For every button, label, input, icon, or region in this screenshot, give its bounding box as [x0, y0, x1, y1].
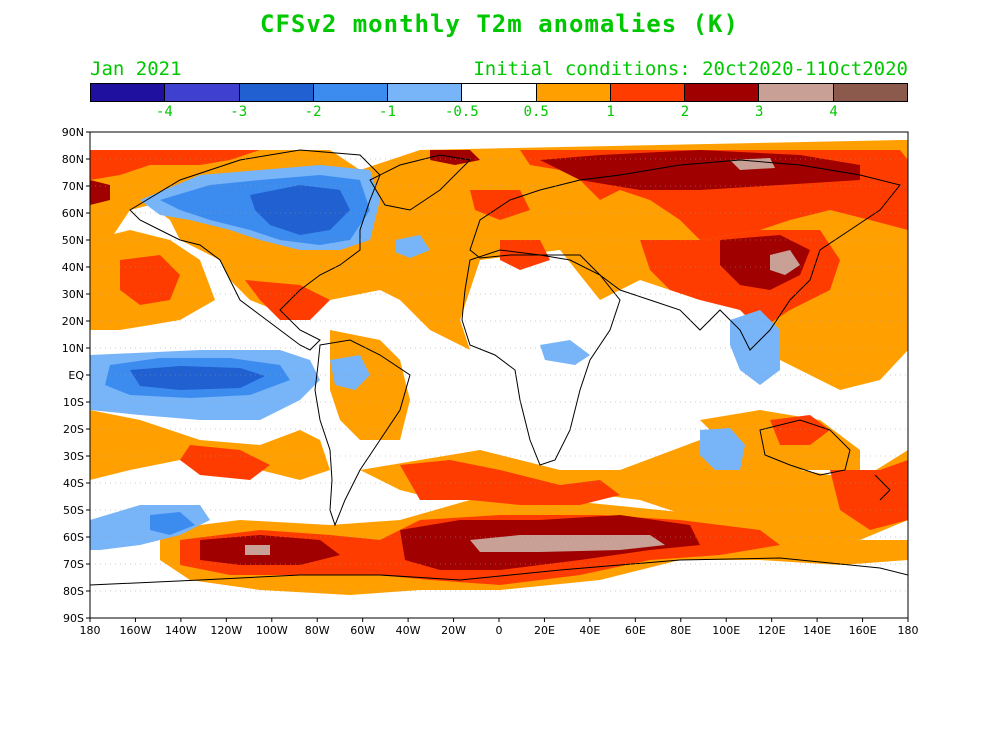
colorbar-labels: -4 -3 -2 -1 -0.5 0.5 1 2 3 4 [90, 104, 908, 122]
lon-tick-label: 40W [396, 624, 421, 637]
colorbar-segment [91, 84, 166, 101]
lon-tick-label: 20E [534, 624, 555, 637]
lat-tick-label: 70S [63, 558, 84, 571]
lat-tick-label: 40N [62, 261, 84, 274]
colorbar-segment [388, 84, 463, 101]
lon-tick-label: 80E [670, 624, 691, 637]
lon-tick-label: 40E [579, 624, 600, 637]
colorbar-tick-label: -4 [155, 104, 173, 120]
colorbar-segment [610, 84, 686, 101]
colorbar-segment [833, 84, 907, 101]
colorbar-segment [313, 84, 389, 101]
lon-tick-label: 100E [712, 624, 740, 637]
latitude-axis: 90N 80N 70N 60N 50N 40N 30N 20N 10N EQ 10S 20S 30S 40… [62, 126, 90, 625]
lon-tick-label: 80W [305, 624, 330, 637]
lat-tick-label: 30N [62, 288, 84, 301]
lon-tick-label: 100W [256, 624, 288, 637]
colorbar-tick-label: -3 [230, 104, 248, 120]
longitude-axis: 180 160W 140W 120W 100W 80W 60W 40W 20W 0 20E 40E 60… [80, 618, 919, 637]
initial-conditions-label: Initial conditions: 20ct2020-11Oct2020 [473, 58, 908, 80]
lat-tick-label: 10S [63, 396, 84, 409]
valid-month-label: Jan 2021 [90, 58, 182, 80]
lon-tick-label: 0 [496, 624, 503, 637]
colorbar-tick-label: -2 [304, 104, 322, 120]
lon-tick-label: 20W [441, 624, 466, 637]
map-area [90, 132, 908, 618]
colorbar-segment [239, 84, 314, 101]
lon-tick-label: 180 [80, 624, 101, 637]
lat-tick-label: 50N [62, 234, 84, 247]
colorbar-segment [165, 84, 240, 101]
lon-tick-label: 160E [849, 624, 877, 637]
lat-tick-label: 80N [62, 153, 84, 166]
lat-tick-label: 90S [63, 612, 84, 625]
colorbar-tick-label: 3 [755, 104, 764, 120]
lat-tick-label: 20S [63, 423, 84, 436]
lon-tick-label: 60W [350, 624, 375, 637]
colorbar-segment [536, 84, 611, 101]
lon-tick-label: 120E [758, 624, 786, 637]
lat-tick-label: 70N [62, 180, 84, 193]
lat-tick-label: 50S [63, 504, 84, 517]
colorbar-tick-label: 1 [606, 104, 615, 120]
colorbar-tick-label: -1 [379, 104, 396, 120]
colorbar-tick-label: -0.5 [444, 104, 479, 120]
coastlines [90, 149, 908, 586]
colorbar-tick-label: 4 [829, 104, 838, 120]
brown-anomaly-regions [245, 158, 800, 555]
colorbar-tick-label: 2 [680, 104, 690, 120]
lat-tick-label: 40S [63, 477, 84, 490]
lon-tick-label: 140W [165, 624, 197, 637]
lat-tick-label: 20N [62, 315, 84, 328]
colorbar [90, 83, 908, 102]
lon-tick-label: 180 [898, 624, 919, 637]
colorbar-segment [462, 84, 537, 101]
colorbar-segment [759, 84, 834, 101]
colorbar-segment [685, 84, 760, 101]
lat-tick-label: 60N [62, 207, 84, 220]
lon-tick-label: 60E [625, 624, 646, 637]
lat-tick-label: 30S [63, 450, 84, 463]
lon-tick-label: 160W [120, 624, 152, 637]
colorbar-tick-label: 0.5 [523, 104, 549, 120]
map-title: CFSv2 monthly T2m anomalies (K) [260, 10, 739, 38]
lat-tick-label: 60S [63, 531, 84, 544]
lat-tick-label: 80S [63, 585, 84, 598]
lon-tick-label: 140E [803, 624, 831, 637]
lat-tick-label: EQ [68, 369, 84, 382]
lat-tick-label: 90N [62, 126, 84, 139]
lon-tick-label: 120W [210, 624, 242, 637]
dark-blue-anomaly-regions [130, 185, 350, 390]
lat-tick-label: 10N [62, 342, 84, 355]
